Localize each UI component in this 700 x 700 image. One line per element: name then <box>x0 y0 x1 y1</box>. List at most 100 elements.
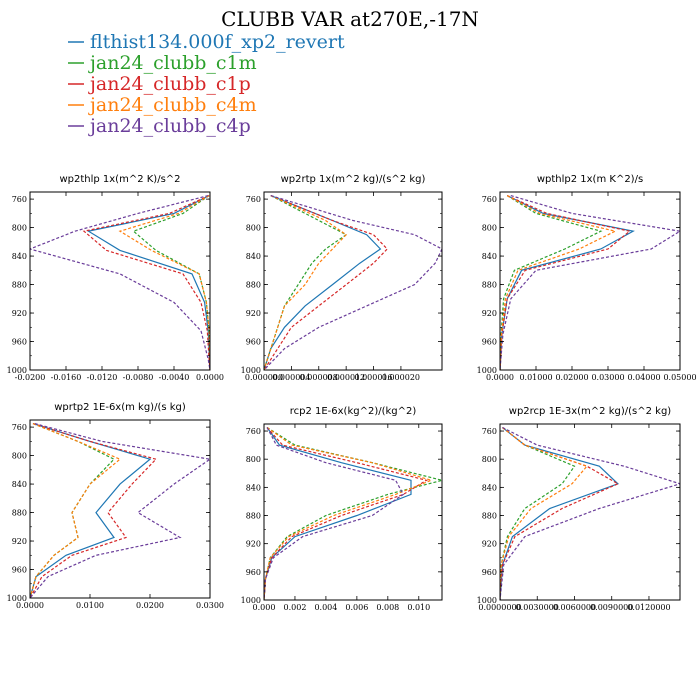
x-tick-label: 0.01000 <box>519 373 552 382</box>
panel-2: wpthlp2 1x(m K^2)/s 760 800 840 880 920 960 100… <box>477 174 697 382</box>
series-line-2 <box>82 195 210 370</box>
plot-frame <box>29 191 211 371</box>
y-tick-label: 760 <box>246 195 261 204</box>
figure-title: CLUBB VAR at270E,-17N <box>221 7 479 31</box>
series-line-3 <box>264 427 434 600</box>
y-tick-label: 920 <box>482 540 497 549</box>
series-line-0 <box>264 195 382 370</box>
x-tick-label: 0.000004 <box>272 373 310 382</box>
panel-3: wprtp2 1E-6x(m kg)/(s kg) 760 800 840 880 920… <box>7 402 224 610</box>
series-line-0 <box>264 427 412 600</box>
x-tick-label: 0.010 <box>407 603 430 612</box>
y-tick-label: 920 <box>482 309 497 318</box>
series-line-3 <box>500 427 588 600</box>
plot-frame <box>29 419 211 599</box>
y-tick-label: 920 <box>12 309 27 318</box>
x-tick-label: -0.0200 <box>15 373 46 382</box>
y-tick-label: 840 <box>12 252 27 261</box>
x-tick-label: 0.0000 <box>16 601 44 610</box>
y-tick-label: 800 <box>246 455 261 464</box>
panel-5: wp2rcp 1E-3x(m^2 kg)/(s^2 kg) 760 800 840 88… <box>477 406 681 612</box>
panel-title: wp2thlp 1x(m^2 K)/s^2 <box>59 174 180 185</box>
plot-frame <box>499 191 681 371</box>
x-tick-label: 0.000016 <box>354 373 392 382</box>
y-tick-label: 800 <box>246 224 261 233</box>
x-tick-label: 0.0030000 <box>516 603 559 612</box>
y-tick-label: 1000 <box>477 596 497 605</box>
x-tick-label: 0.006 <box>345 603 368 612</box>
y-tick-label: 760 <box>12 195 27 204</box>
panel-title: rcp2 1E-6x(kg^2)/(kg^2) <box>290 406 417 417</box>
y-tick-label: 1000 <box>7 594 27 603</box>
y-tick-label: 1000 <box>7 366 27 375</box>
series-line-4 <box>264 195 442 370</box>
legend-label-0: flthist134.000f_xp2_revert <box>90 31 345 53</box>
panels: wp2thlp 1x(m^2 K)/s^2 760 800 840 880 920 960 1… <box>7 174 697 612</box>
legend-label-3: jan24_clubb_c4m <box>88 94 257 116</box>
series-line-3 <box>118 195 210 370</box>
plot-frame <box>499 423 681 601</box>
x-tick-label: 0.002 <box>284 603 307 612</box>
y-tick-label: 760 <box>482 427 497 436</box>
x-tick-label: 0.000020 <box>382 373 420 382</box>
x-tick-label: 0.03000 <box>591 373 624 382</box>
panel-title: wp2rtp 1x(m^2 kg)/(s^2 kg) <box>281 174 426 185</box>
y-tick-label: 760 <box>12 423 27 432</box>
x-tick-label: 0.05000 <box>663 373 696 382</box>
y-tick-label: 960 <box>482 338 497 347</box>
y-tick-label: 840 <box>12 480 27 489</box>
panel-title: wp2rcp 1E-3x(m^2 kg)/(s^2 kg) <box>509 406 672 417</box>
series-line-0 <box>500 427 620 600</box>
plot-frame <box>263 191 443 371</box>
series-line-2 <box>30 423 158 598</box>
y-tick-label: 960 <box>12 566 27 575</box>
x-tick-label: 0.000 <box>253 603 276 612</box>
y-tick-label: 920 <box>246 540 261 549</box>
y-tick-label: 880 <box>246 281 261 290</box>
series-line-3 <box>264 195 348 370</box>
x-tick-label: 0.0000 <box>196 373 224 382</box>
y-tick-label: 800 <box>12 452 27 461</box>
x-tick-label: 0.0120000 <box>627 603 670 612</box>
series-line-4 <box>500 195 680 370</box>
y-tick-label: 880 <box>12 281 27 290</box>
y-tick-label: 840 <box>246 483 261 492</box>
x-tick-label: 0.02000 <box>555 373 588 382</box>
y-tick-label: 1000 <box>241 596 261 605</box>
y-tick-label: 840 <box>482 252 497 261</box>
series-line-2 <box>264 195 389 370</box>
series-line-4 <box>264 427 405 600</box>
x-tick-label: 0.000000 <box>245 373 283 382</box>
x-tick-label: 0.000008 <box>300 373 338 382</box>
y-tick-label: 800 <box>482 224 497 233</box>
series-line-2 <box>500 427 620 600</box>
y-tick-label: 760 <box>482 195 497 204</box>
series-line-3 <box>500 195 617 370</box>
panel-4: rcp2 1E-6x(kg^2)/(kg^2) 760 800 840 880 920 96… <box>241 406 443 612</box>
y-tick-label: 960 <box>246 338 261 347</box>
y-tick-label: 880 <box>246 512 261 521</box>
series-line-2 <box>264 427 429 600</box>
x-tick-label: 0.0090000 <box>590 603 633 612</box>
y-tick-label: 840 <box>246 252 261 261</box>
series-line-2 <box>500 195 631 370</box>
y-tick-label: 920 <box>246 309 261 318</box>
series-line-3 <box>30 423 122 598</box>
legend: flthist134.000f_xp2_revertjan24_clubb_c1… <box>68 31 345 137</box>
x-tick-label: 0.0000 <box>486 373 514 382</box>
series-line-1 <box>132 195 210 370</box>
x-tick-label: 0.0100 <box>76 601 104 610</box>
series-line-1 <box>500 427 576 600</box>
x-tick-label: -0.0080 <box>123 373 154 382</box>
x-tick-label: -0.0120 <box>87 373 118 382</box>
y-tick-label: 920 <box>12 537 27 546</box>
legend-label-4: jan24_clubb_c4p <box>88 115 251 137</box>
x-tick-label: 0.004 <box>314 603 337 612</box>
x-tick-label: 0.04000 <box>627 373 660 382</box>
y-tick-label: 880 <box>482 512 497 521</box>
legend-label-1: jan24_clubb_c1m <box>88 52 257 74</box>
x-tick-label: -0.0040 <box>159 373 190 382</box>
x-tick-label: 0.000012 <box>327 373 365 382</box>
series-line-1 <box>264 195 348 370</box>
